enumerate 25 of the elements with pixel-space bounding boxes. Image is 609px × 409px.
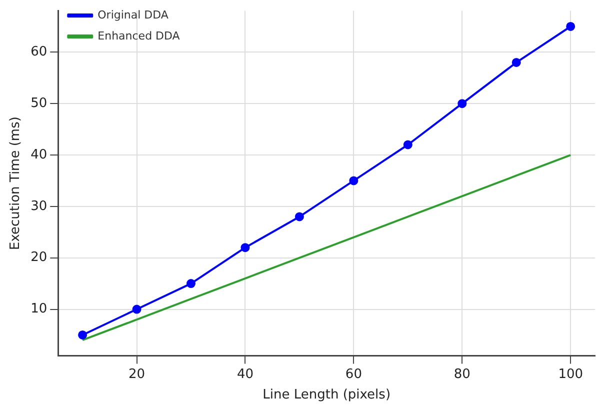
- point: [132, 304, 142, 314]
- x-tick-label: 100: [558, 366, 584, 382]
- point: [240, 243, 250, 252]
- point: [512, 58, 521, 67]
- legend-label: Enhanced DDA: [98, 29, 180, 42]
- point: [294, 212, 304, 222]
- y-tick-label: 50: [30, 96, 48, 111]
- y-tick-label: 10: [30, 302, 48, 317]
- y-tick-label: 60: [30, 44, 48, 60]
- point: [349, 176, 358, 186]
- y-tick-label: 40: [30, 147, 48, 162]
- x-tick-label: 80: [454, 366, 470, 382]
- point: [78, 330, 88, 340]
- point: [403, 140, 412, 150]
- x-axis-title: Line Length (pixels): [262, 388, 391, 403]
- x-tick-label: 20: [128, 366, 146, 382]
- point: [186, 279, 196, 288]
- legend-label: Original DDA: [98, 8, 169, 22]
- x-tick-label: 60: [345, 366, 362, 382]
- y-tick-label: 30: [30, 198, 48, 214]
- x-tick-label: 40: [236, 366, 254, 382]
- y-tick-label: 20: [30, 250, 48, 266]
- point: [566, 22, 576, 31]
- y-axis-title: Execution Time (ms): [8, 116, 24, 250]
- point: [458, 99, 467, 108]
